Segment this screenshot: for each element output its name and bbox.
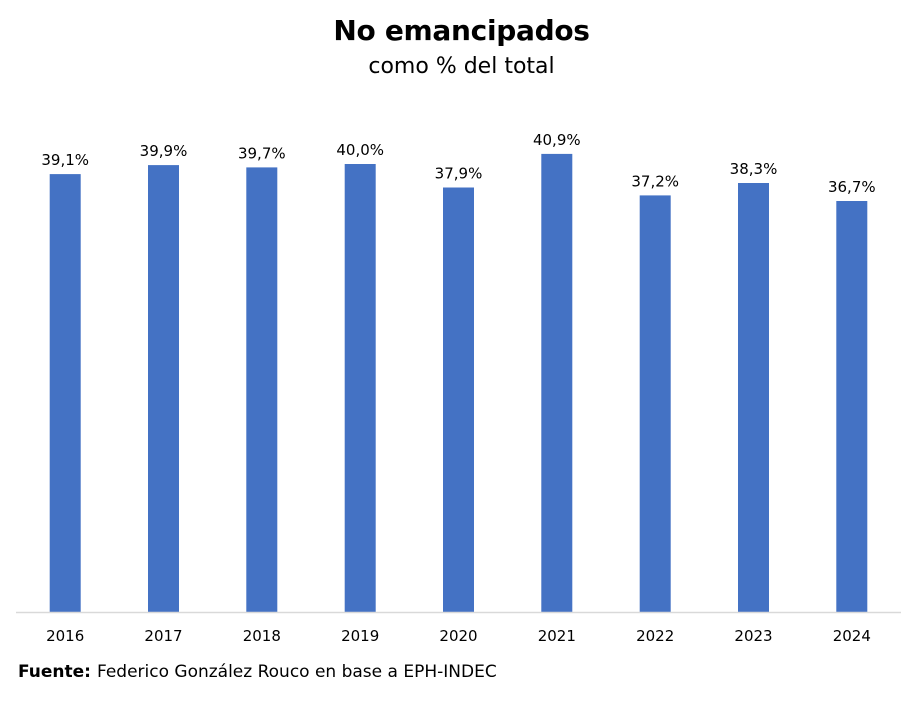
data-label-2018: 39,7%	[238, 144, 286, 162]
data-label-2022: 37,2%	[631, 172, 679, 190]
bar-2018	[246, 167, 278, 612]
data-label-2019: 40,0%	[336, 141, 384, 159]
bar-2016	[49, 174, 81, 612]
bar-2023	[738, 183, 769, 612]
data-label-2017: 39,9%	[140, 142, 188, 160]
x-tick-label-2017: 2017	[144, 627, 182, 645]
x-tick-label-2023: 2023	[734, 627, 772, 645]
bar-2017	[148, 165, 179, 612]
bar-2019	[344, 164, 376, 612]
bar-2021	[541, 153, 573, 612]
chart-subtitle: como % del total	[368, 54, 555, 79]
x-tick-label-2020: 2020	[439, 627, 477, 645]
x-tick-label-2024: 2024	[833, 627, 871, 645]
source-label: Fuente:	[18, 662, 91, 682]
x-tick-label-2016: 2016	[46, 627, 84, 645]
chart-title: No emancipados	[333, 14, 590, 47]
data-labels-group: 39,1% 39,9% 39,7% 40,0% 37,9% 40,9% 37,2% 38,3%…	[41, 131, 875, 196]
x-tick-label-2022: 2022	[636, 627, 674, 645]
bar-2020	[443, 187, 474, 612]
x-tick-labels-group: 2016 2017 2018 2019 2020 2021 2022 2023 2024	[46, 627, 871, 645]
x-tick-label-2019: 2019	[341, 627, 379, 645]
data-label-2023: 38,3%	[730, 160, 778, 178]
x-tick-label-2018: 2018	[243, 627, 281, 645]
data-label-2016: 39,1%	[41, 151, 89, 169]
data-label-2021: 40,9%	[533, 131, 581, 149]
source-note: Fuente: Federico González Rouco en base a…	[18, 662, 497, 682]
data-label-2024: 36,7%	[828, 178, 876, 196]
x-tick-label-2021: 2021	[538, 627, 576, 645]
bars-group	[49, 153, 868, 612]
bar-2022	[639, 195, 671, 612]
bar-2024	[836, 201, 868, 612]
data-label-2020: 37,9%	[435, 165, 483, 183]
source-text: Federico González Rouco en base a EPH-IN…	[96, 662, 497, 682]
